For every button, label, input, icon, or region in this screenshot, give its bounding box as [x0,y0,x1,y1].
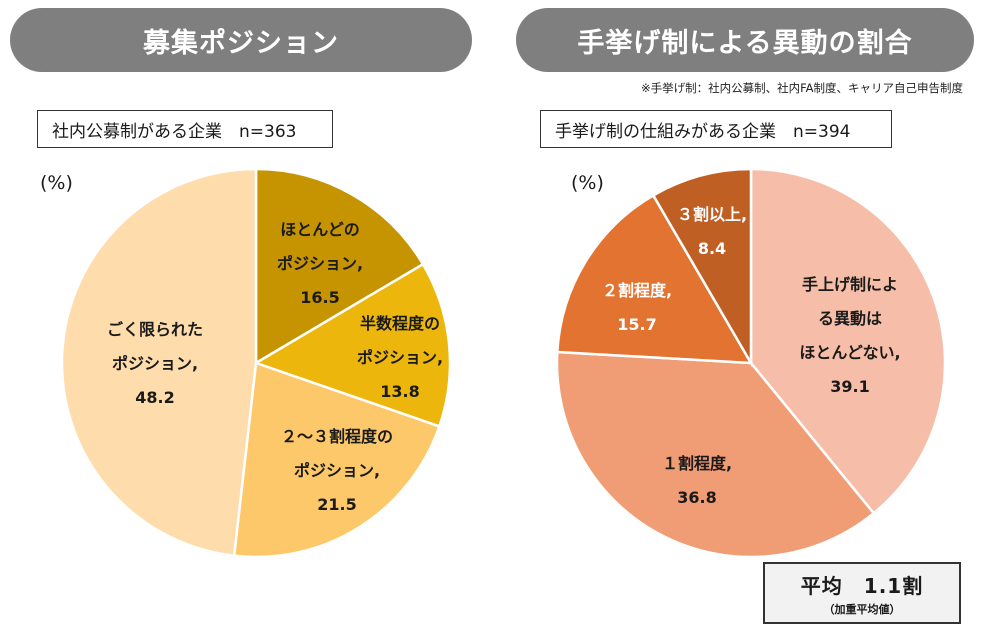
left-unit-label: (%) [40,172,73,194]
right-pie-chart: 手上げ制による異動はほとんどない, 39.1 １割程度, 36.8 ２割程度, 15.7３… [555,167,947,559]
right-chart-header-text: 手挙げ制による異動の割合 [577,27,913,59]
pie2-slice-1-label: 手上げ制による異動はほとんどない, 39.1 [799,275,900,396]
pie2-slice-4 [651,167,753,368]
left-chart-header-text: 募集ポジション [143,27,339,59]
pie2-slice-4-label: ３割以上, 8.4 [677,205,747,258]
pie2-slice-3-label: ２割程度, 15.7 [602,281,672,334]
pie1-slice-1 [254,167,425,366]
footnote: ※手挙げ制：社内公募制、社内FA制度、キャリア自己申告制度 [640,81,963,95]
left-sample-size-box: 社内公募制がある企業 n=363 [37,110,333,148]
left-chart-header: 募集ポジション [10,8,472,72]
pie2-slice-2 [555,350,876,559]
pie1-slice-4-label: ごく限られたポジション, 48.2 [107,320,203,407]
average-note: （加重平均値） [823,602,901,616]
pie1-slice-2 [253,262,452,429]
average-box: 平均 1.1割 （加重平均値） [763,562,961,624]
pie1-slice-3 [232,361,441,559]
pie2-slice-1 [749,167,947,516]
pie1-slice-3-label: ２～３割程度のポジション, 21.5 [281,427,393,514]
pie2-slice-3 [555,193,754,365]
right-unit-label: (%) [571,172,604,194]
right-sample-size-box: 手挙げ制の仕組みがある企業 n=394 [540,110,892,148]
left-sample-size-text: 社内公募制がある企業 n=363 [52,121,297,142]
average-value: 平均 1.1割 [800,573,924,598]
right-chart-header: 手挙げ制による異動の割合 [516,8,974,72]
pie1-slice-2-label: 半数程度のポジション, 13.8 [357,314,443,401]
pie1-slice-4 [60,167,258,558]
pie2-slice-2-label: １割程度, 36.8 [662,454,732,507]
right-sample-size-text: 手挙げ制の仕組みがある企業 n=394 [555,121,851,142]
pie1-slice-1-label: ほとんどのポジション, 16.5 [277,220,363,307]
